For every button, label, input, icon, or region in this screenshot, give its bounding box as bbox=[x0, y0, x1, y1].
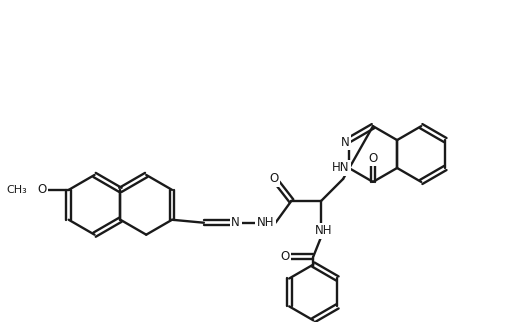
Text: O: O bbox=[368, 151, 377, 164]
Text: O: O bbox=[280, 250, 289, 263]
Text: N: N bbox=[340, 136, 348, 149]
Text: CH₃: CH₃ bbox=[6, 185, 27, 195]
Text: O: O bbox=[268, 172, 278, 185]
Text: NH: NH bbox=[257, 216, 274, 229]
Text: O: O bbox=[37, 183, 46, 196]
Text: HN: HN bbox=[331, 162, 349, 174]
Text: N: N bbox=[231, 216, 239, 229]
Text: NH: NH bbox=[314, 224, 331, 237]
